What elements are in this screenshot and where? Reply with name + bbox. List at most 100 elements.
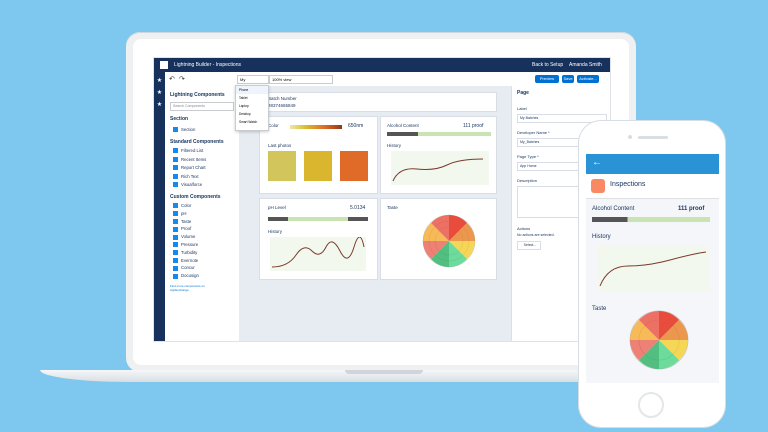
phone-screen: ← Inspections Alcohol Content 111 proof … <box>586 154 719 383</box>
alcohol-card[interactable]: Alcohol Content 111 proof History <box>380 116 497 194</box>
palette-item[interactable]: Concur <box>173 265 195 271</box>
color-label: Color <box>268 123 279 128</box>
palette-item[interactable]: Evernote <box>173 258 198 263</box>
palette-item[interactable]: Recent Items <box>173 157 206 162</box>
palette-item[interactable]: Color <box>173 203 191 209</box>
palette-item[interactable]: Visualforce <box>173 182 202 188</box>
select-actions-button[interactable]: Select... <box>517 241 541 250</box>
star-icon[interactable]: ★ <box>156 90 163 96</box>
phone-home-button[interactable] <box>638 392 664 418</box>
phone-taste-wheel <box>629 310 689 370</box>
phone-page-title: Inspections <box>610 181 646 188</box>
save-button[interactable]: Save <box>562 75 574 83</box>
zoom-select[interactable]: 100% view <box>269 75 333 84</box>
section-header: Section <box>170 116 189 122</box>
phone-page-header: Inspections <box>586 174 719 199</box>
builder-toolbar: ↶ ↷ My Inspections 100% view Preview Sav… <box>165 72 610 89</box>
appexchange-link[interactable]: Find more components on AppExchange <box>170 284 205 292</box>
component-search-input[interactable]: Search Components <box>170 102 234 111</box>
phone-history-chart <box>598 246 710 292</box>
laptop-notch <box>345 370 423 374</box>
photo-swatch[interactable] <box>304 151 332 181</box>
phone-history-label: History <box>592 234 611 240</box>
label-input[interactable]: My Batches <box>517 114 607 123</box>
inspections-icon <box>591 179 605 193</box>
last-photos-label: Last photos <box>268 143 292 148</box>
star-icon[interactable]: ★ <box>156 78 163 84</box>
redo-icon[interactable]: ↷ <box>179 76 185 83</box>
phone-alcohol-value: 111 proof <box>678 206 705 212</box>
palette-item[interactable]: pH <box>173 211 187 217</box>
preview-button[interactable]: Preview <box>535 75 559 83</box>
alcohol-gauge <box>387 132 491 136</box>
palette-item[interactable]: Turbidity <box>173 250 197 256</box>
properties-title: Page <box>517 90 529 96</box>
page-type-label: Page Type * <box>517 154 539 159</box>
device-menu: Phone Tablet Laptop Desktop Smart Watch <box>235 85 269 131</box>
palette-item[interactable]: Taste <box>173 219 191 224</box>
left-rail: ★ ★ ★ <box>154 72 165 341</box>
custom-components-header: Custom Components <box>170 194 221 200</box>
photo-swatch[interactable] <box>340 151 368 181</box>
batch-number-card[interactable]: Batch Number 28374665849 <box>259 92 497 112</box>
alcohol-history-chart <box>391 151 489 185</box>
activate-button[interactable]: Activate... <box>577 75 599 83</box>
phone-speaker <box>638 136 668 139</box>
device-option[interactable]: Phone <box>236 86 268 94</box>
component-palette: Lightning Components Search Components S… <box>165 86 240 341</box>
color-scale-bar <box>290 125 342 129</box>
color-value: 650nm <box>348 123 364 129</box>
ph-history-label: History <box>268 229 283 234</box>
page-select[interactable]: My Inspections <box>237 75 269 89</box>
palette-item[interactable]: Docusign <box>173 273 199 279</box>
palette-item[interactable]: Filtered List <box>173 148 203 154</box>
app-title: Lightning Builder - Inspections <box>174 62 241 68</box>
back-arrow-icon[interactable]: ← <box>592 157 602 168</box>
taste-card[interactable]: Taste <box>380 198 497 280</box>
app-header: Lightning Builder - Inspections Back to … <box>154 58 610 72</box>
undo-icon[interactable]: ↶ <box>169 76 175 83</box>
palette-item[interactable]: Volume <box>173 234 195 240</box>
phone-camera <box>628 135 632 139</box>
laptop-screen: Lightning Builder - Inspections Back to … <box>153 57 611 342</box>
batch-value: 28374665849 <box>268 103 296 108</box>
batch-label: Batch Number <box>268 96 297 101</box>
ph-value: 5.0134 <box>350 205 366 211</box>
device-option[interactable]: Tablet <box>239 96 248 100</box>
star-icon[interactable]: ★ <box>156 102 163 108</box>
device-option[interactable]: Laptop <box>239 104 249 108</box>
alcohol-history-label: History <box>387 143 402 148</box>
color-card[interactable]: Color 650nm Last photos <box>259 116 378 194</box>
palette-item[interactable]: Report Chart <box>173 165 206 171</box>
description-label: Description <box>517 178 538 183</box>
palette-item-section[interactable]: Section <box>173 127 195 133</box>
device-option[interactable]: Desktop <box>239 112 251 116</box>
dev-name-label: Developer Name * <box>517 130 550 135</box>
actions-note: No actions are selected. <box>517 233 555 237</box>
palette-title: Lightning Components <box>170 92 225 98</box>
ph-label: pH Level <box>268 205 286 210</box>
photo-swatch[interactable] <box>268 151 296 181</box>
back-to-setup-link[interactable]: Back to Setup <box>532 62 564 68</box>
alcohol-label: Alcohol Content <box>387 123 419 128</box>
palette-item[interactable]: Proof <box>173 226 191 232</box>
app-logo-icon <box>160 61 168 69</box>
standard-components-header: Standard Components <box>170 139 224 145</box>
actions-label: Actions <box>517 226 531 231</box>
device-option[interactable]: Smart Watch <box>239 120 258 124</box>
ph-history-chart <box>270 237 366 271</box>
phone-alcohol-label: Alcohol Content <box>592 206 635 212</box>
page-canvas: Batch Number 28374665849 Color 650nm Las… <box>239 86 511 341</box>
phone-taste-label: Taste <box>592 306 607 312</box>
phone-alcohol-gauge <box>592 217 710 222</box>
taste-wheel-chart <box>422 214 476 268</box>
label-field-label: Label <box>517 106 527 111</box>
alcohol-value: 111 proof <box>463 123 484 129</box>
ph-card[interactable]: pH Level 5.0134 History <box>259 198 378 280</box>
taste-label: Taste <box>387 205 398 210</box>
ph-gauge <box>268 217 368 221</box>
phone-nav-bar: ← <box>586 154 719 174</box>
palette-item[interactable]: Rich Text <box>173 174 199 179</box>
palette-item[interactable]: Pressure <box>173 242 198 248</box>
user-name[interactable]: Amanda Smith <box>569 62 602 68</box>
